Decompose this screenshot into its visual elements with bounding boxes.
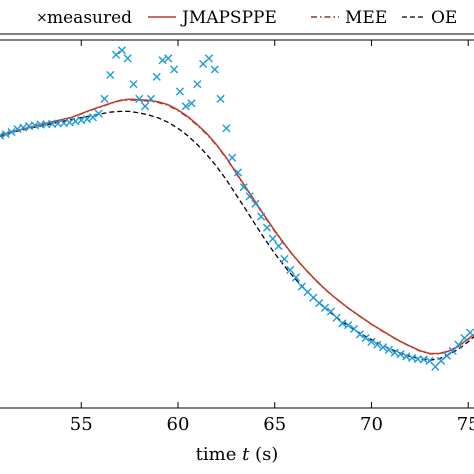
data-point-measured <box>19 123 28 132</box>
data-point-measured <box>164 54 173 63</box>
x-axis-ticks: 55 60 65 70 75 <box>70 40 474 435</box>
series-measured <box>0 46 474 371</box>
legend-entry-oe: OE <box>402 8 457 28</box>
data-point-measured <box>262 223 272 232</box>
data-point-measured <box>129 80 138 89</box>
legend-label-mee: MEE <box>345 8 387 28</box>
data-point-measured <box>181 102 190 111</box>
data-point-measured <box>268 234 277 243</box>
legend-label-oe: OE <box>431 8 457 28</box>
legend-entry-jmapsppe: JMAPSPPE <box>148 8 277 28</box>
series-line-mee <box>0 99 474 355</box>
data-point-measured <box>373 340 382 349</box>
data-point-measured <box>106 70 115 80</box>
chart-marks <box>0 46 474 371</box>
data-point-measured <box>390 348 399 357</box>
data-point-measured <box>111 50 121 59</box>
data-point-measured <box>146 94 156 103</box>
data-point-measured <box>251 199 260 208</box>
data-point-measured <box>7 127 16 137</box>
series-line-jmapsppe <box>0 98 474 355</box>
data-point-measured <box>158 56 167 65</box>
x-tick-label: 75 <box>457 414 474 435</box>
data-point-measured <box>454 340 463 349</box>
legend-marker-measured: × <box>36 10 48 26</box>
plot-frame <box>0 39 474 409</box>
legend: × measured JMAPSPPE MEE OE <box>0 0 474 35</box>
x-axis-label: time t (s) <box>196 444 279 465</box>
data-point-measured <box>326 307 335 316</box>
data-point-measured <box>257 212 266 221</box>
data-point-measured <box>378 343 388 352</box>
data-point-measured <box>135 94 144 103</box>
data-point-measured <box>94 109 103 118</box>
data-point-measured <box>274 241 283 251</box>
data-point-measured <box>152 72 161 81</box>
data-point-measured <box>100 94 109 103</box>
data-point-measured <box>204 54 214 63</box>
data-point-measured <box>187 99 196 108</box>
data-point-measured <box>448 346 457 356</box>
data-point-measured <box>123 54 132 63</box>
data-point-measured <box>361 333 370 343</box>
data-point-measured <box>245 192 254 201</box>
data-point-measured <box>88 113 97 122</box>
data-point-measured <box>170 65 179 74</box>
legend-box <box>0 0 474 35</box>
data-point-measured <box>396 350 405 359</box>
data-point-measured <box>216 94 225 103</box>
data-point-measured <box>175 87 185 96</box>
legend-label-jmapsppe: JMAPSPPE <box>180 8 277 28</box>
data-point-measured <box>0 131 5 140</box>
data-point-measured <box>367 337 376 346</box>
data-point-measured <box>233 168 243 177</box>
data-point-measured <box>228 153 237 162</box>
legend-label-measured: measured <box>47 8 132 28</box>
data-point-measured <box>210 65 219 74</box>
data-point-measured <box>291 273 301 282</box>
x-tick-label: 65 <box>263 414 286 435</box>
x-tick-label: 55 <box>70 414 93 435</box>
data-point-measured <box>402 352 411 361</box>
legend-entry-measured: × measured <box>36 8 132 28</box>
data-point-measured <box>222 124 231 133</box>
data-point-measured <box>419 355 428 364</box>
data-point-measured <box>280 254 289 264</box>
data-point-measured <box>315 299 324 308</box>
data-point-measured <box>466 328 474 337</box>
data-point-measured <box>442 351 452 360</box>
series-line-oe <box>0 110 474 361</box>
data-point-measured <box>141 102 150 111</box>
legend-entry-mee: MEE <box>311 8 387 28</box>
data-point-measured <box>338 319 347 328</box>
data-point-measured <box>13 124 22 134</box>
data-point-measured <box>1 130 10 139</box>
data-point-measured <box>355 330 364 339</box>
data-point-measured <box>82 115 92 124</box>
data-point-measured <box>384 345 393 354</box>
data-point-measured <box>344 321 353 330</box>
data-point-measured <box>117 46 126 55</box>
x-tick-label: 60 <box>167 414 190 435</box>
data-point-measured <box>239 183 248 192</box>
x-tick-label: 70 <box>360 414 383 435</box>
data-point-measured <box>193 80 202 89</box>
data-point-measured <box>320 303 330 312</box>
data-point-measured <box>286 265 295 275</box>
